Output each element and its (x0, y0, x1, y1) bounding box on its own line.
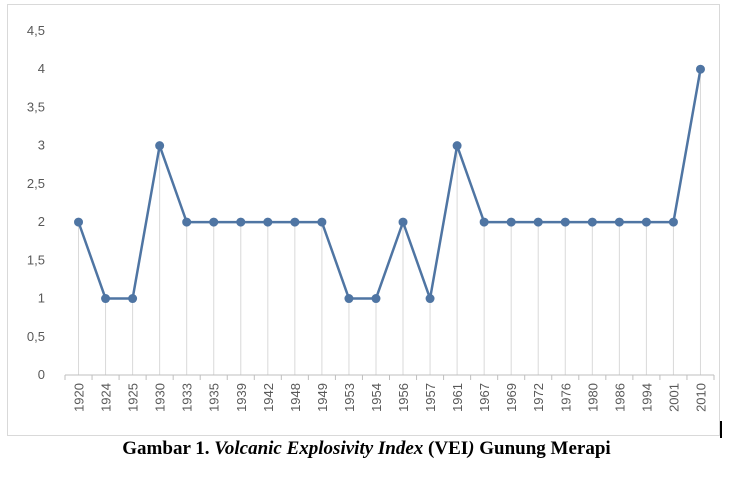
data-point (533, 217, 543, 227)
data-point (614, 217, 624, 227)
data-point (209, 217, 219, 227)
data-point (506, 217, 516, 227)
series-line (77, 67, 702, 300)
y-tick-label: 2 (38, 214, 45, 229)
data-point (290, 217, 300, 227)
y-tick-label: 3,5 (27, 99, 45, 114)
y-tick-label: 4 (38, 61, 45, 76)
caption-subject: Gunung Merapi (474, 438, 611, 459)
caption-title-italic: Volcanic Explosivity Index (214, 438, 424, 459)
data-point (587, 217, 597, 227)
data-point (263, 217, 273, 227)
x-tick-label: 1925 (126, 383, 141, 412)
data-point (155, 141, 165, 151)
x-tick-label: 1961 (450, 383, 465, 412)
x-tick-label: 1986 (612, 383, 627, 412)
data-point (668, 217, 678, 227)
data-point (101, 294, 111, 304)
x-tick-label: 1976 (558, 383, 573, 412)
x-tick-label: 1933 (180, 383, 195, 412)
data-point (182, 217, 192, 227)
x-tick-label: 1953 (342, 383, 357, 412)
x-tick-label: 1942 (261, 383, 276, 412)
data-point (695, 64, 705, 74)
x-tick-label: 1924 (99, 383, 114, 412)
x-tick-label: 1994 (639, 383, 654, 412)
y-tick-label: 1 (38, 291, 45, 306)
x-tick-label: 1954 (369, 383, 384, 412)
data-point (317, 217, 327, 227)
caption-paren-open: ( (423, 438, 435, 459)
caption-paren-close: ) (468, 438, 475, 459)
caption-label: Gambar 1. (122, 438, 210, 459)
data-point (128, 294, 138, 304)
y-tick-label: 3 (38, 138, 45, 153)
x-tick-label: 1956 (396, 383, 411, 412)
data-point (344, 294, 354, 304)
x-tick-label: 1939 (234, 383, 249, 412)
x-tick-label: 1935 (207, 383, 222, 412)
y-tick-label: 0,5 (27, 329, 45, 344)
chart-frame: 0 0,5 1 1,5 2 2,5 3 3,5 4 4,5 1920 1924 1925 1930 193… (7, 4, 720, 436)
x-tick-label: 1972 (531, 383, 546, 412)
x-tick-label: 1980 (585, 383, 600, 412)
x-tick-label: 1969 (504, 383, 519, 412)
caption-abbr: VEI (434, 438, 469, 459)
data-point (479, 217, 489, 227)
data-point (398, 217, 408, 227)
data-point (371, 294, 381, 304)
data-point (425, 294, 435, 304)
x-tick-label: 1957 (423, 383, 438, 412)
x-tick-label: 1967 (477, 383, 492, 412)
figure-caption: Gambar 1. Volcanic Explosivity Index (VE… (0, 438, 733, 460)
x-tick-label: 1948 (288, 383, 303, 412)
x-tick-label: 1949 (315, 383, 330, 412)
data-point (74, 217, 84, 227)
data-point (236, 217, 246, 227)
x-tick-label: 2010 (693, 383, 708, 412)
y-tick-label: 2,5 (27, 176, 45, 191)
data-point (452, 141, 462, 151)
x-tick-label: 2001 (666, 383, 681, 412)
x-tick-label: 1920 (72, 383, 87, 412)
data-point (641, 217, 651, 227)
y-tick-label: 4,5 (27, 23, 45, 38)
vei-line-chart: 0 0,5 1 1,5 2 2,5 3 3,5 4 4,5 1920 1924 1925 1930 193… (27, 23, 715, 412)
y-tick-label: 0 (38, 367, 45, 382)
data-point (560, 217, 570, 227)
edge-mark (720, 421, 722, 438)
x-tick-label: 1930 (153, 383, 168, 412)
y-tick-label: 1,5 (27, 252, 45, 267)
